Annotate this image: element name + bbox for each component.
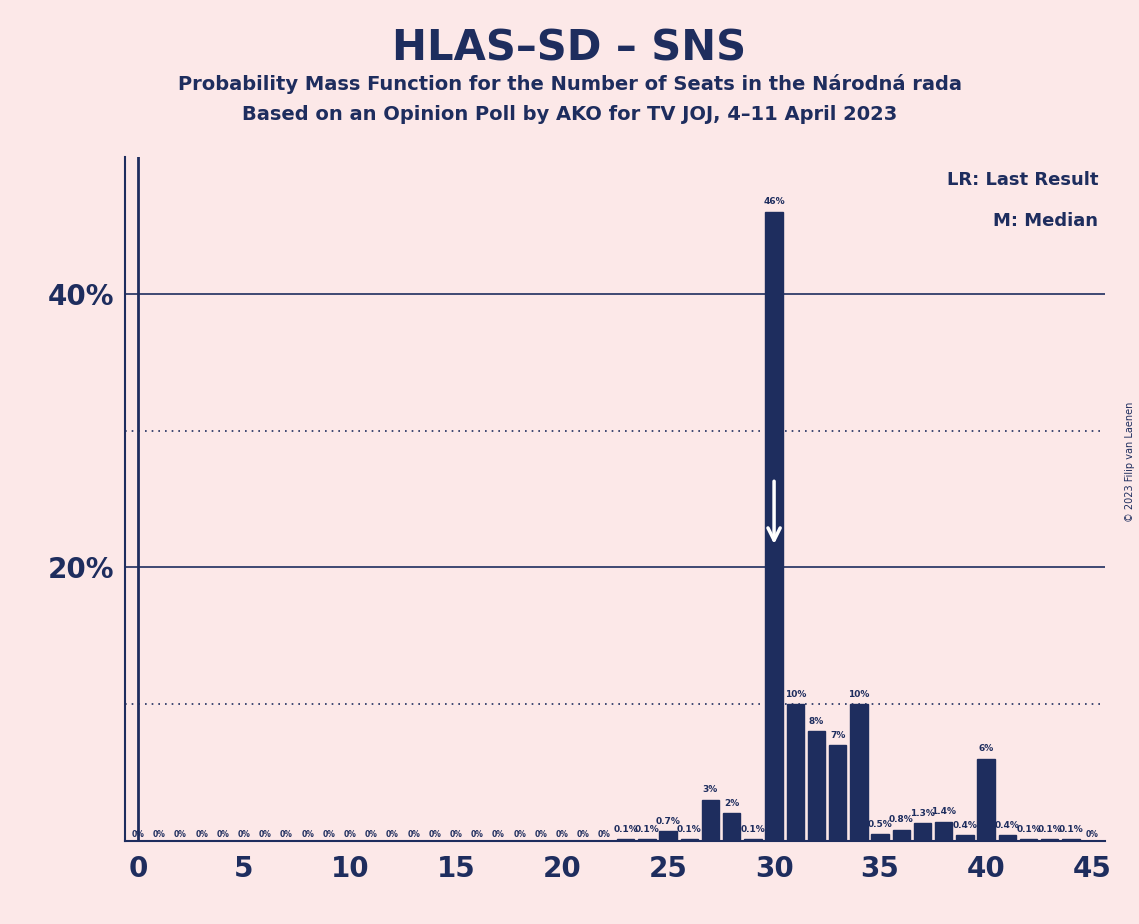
Text: 2%: 2% <box>724 799 739 808</box>
Text: 0.8%: 0.8% <box>888 815 913 824</box>
Text: 0%: 0% <box>364 830 378 839</box>
Bar <box>850 704 868 841</box>
Text: 0%: 0% <box>450 830 462 839</box>
Text: 0%: 0% <box>556 830 568 839</box>
Text: 46%: 46% <box>763 198 785 206</box>
Text: LR: Last Result: LR: Last Result <box>947 171 1098 188</box>
Text: 0.4%: 0.4% <box>952 821 977 830</box>
Text: 0%: 0% <box>408 830 420 839</box>
Text: 0%: 0% <box>492 830 505 839</box>
Bar <box>1019 840 1038 841</box>
Text: 0.1%: 0.1% <box>1016 825 1041 834</box>
Text: 3%: 3% <box>703 785 718 795</box>
Text: 0%: 0% <box>259 830 272 839</box>
Text: 10%: 10% <box>785 689 806 699</box>
Bar <box>702 800 719 841</box>
Text: HLAS–SD – SNS: HLAS–SD – SNS <box>393 28 746 69</box>
Text: 0%: 0% <box>153 830 165 839</box>
Text: 0.1%: 0.1% <box>677 825 702 834</box>
Text: 0%: 0% <box>470 830 484 839</box>
Bar <box>659 832 677 841</box>
Text: 1.3%: 1.3% <box>910 808 935 818</box>
Text: 1.4%: 1.4% <box>932 808 957 816</box>
Text: 0.1%: 0.1% <box>613 825 638 834</box>
Text: 0%: 0% <box>322 830 335 839</box>
Text: 0%: 0% <box>598 830 611 839</box>
Text: 0.1%: 0.1% <box>740 825 765 834</box>
Text: © 2023 Filip van Laenen: © 2023 Filip van Laenen <box>1125 402 1134 522</box>
Bar <box>913 823 932 841</box>
Bar <box>957 835 974 841</box>
Text: 0%: 0% <box>174 830 187 839</box>
Text: 0%: 0% <box>195 830 208 839</box>
Text: 0.4%: 0.4% <box>994 821 1019 830</box>
Bar <box>787 704 804 841</box>
Text: 0%: 0% <box>238 830 251 839</box>
Bar <box>617 840 634 841</box>
Bar <box>638 840 656 841</box>
Bar <box>871 834 888 841</box>
Bar <box>935 821 952 841</box>
Text: 0%: 0% <box>301 830 314 839</box>
Text: 0%: 0% <box>280 830 293 839</box>
Text: 0%: 0% <box>576 830 590 839</box>
Bar <box>977 759 994 841</box>
Text: 7%: 7% <box>830 731 845 739</box>
Text: 8%: 8% <box>809 717 825 726</box>
Text: 0.1%: 0.1% <box>1038 825 1062 834</box>
Text: 6%: 6% <box>978 745 993 753</box>
Text: 0.7%: 0.7% <box>656 817 680 826</box>
Bar <box>723 813 740 841</box>
Text: 0%: 0% <box>344 830 357 839</box>
Text: 0%: 0% <box>132 830 145 839</box>
Text: 0%: 0% <box>1085 830 1098 839</box>
Text: 0%: 0% <box>534 830 548 839</box>
Text: 0.5%: 0.5% <box>868 820 893 829</box>
Text: 0.1%: 0.1% <box>1058 825 1083 834</box>
Text: M: Median: M: Median <box>993 212 1098 230</box>
Text: 0.1%: 0.1% <box>634 825 659 834</box>
Text: Probability Mass Function for the Number of Seats in the Národná rada: Probability Mass Function for the Number… <box>178 74 961 94</box>
Bar <box>681 840 698 841</box>
Bar <box>829 745 846 841</box>
Text: 0%: 0% <box>514 830 526 839</box>
Bar <box>893 830 910 841</box>
Text: 0%: 0% <box>386 830 399 839</box>
Bar <box>765 212 782 841</box>
Bar <box>808 732 825 841</box>
Bar <box>744 840 762 841</box>
Text: Based on an Opinion Poll by AKO for TV JOJ, 4–11 April 2023: Based on an Opinion Poll by AKO for TV J… <box>241 105 898 125</box>
Bar <box>1041 840 1058 841</box>
Bar <box>999 835 1016 841</box>
Text: 0%: 0% <box>216 830 229 839</box>
Text: 10%: 10% <box>849 689 869 699</box>
Text: 0%: 0% <box>428 830 441 839</box>
Bar <box>1063 840 1080 841</box>
